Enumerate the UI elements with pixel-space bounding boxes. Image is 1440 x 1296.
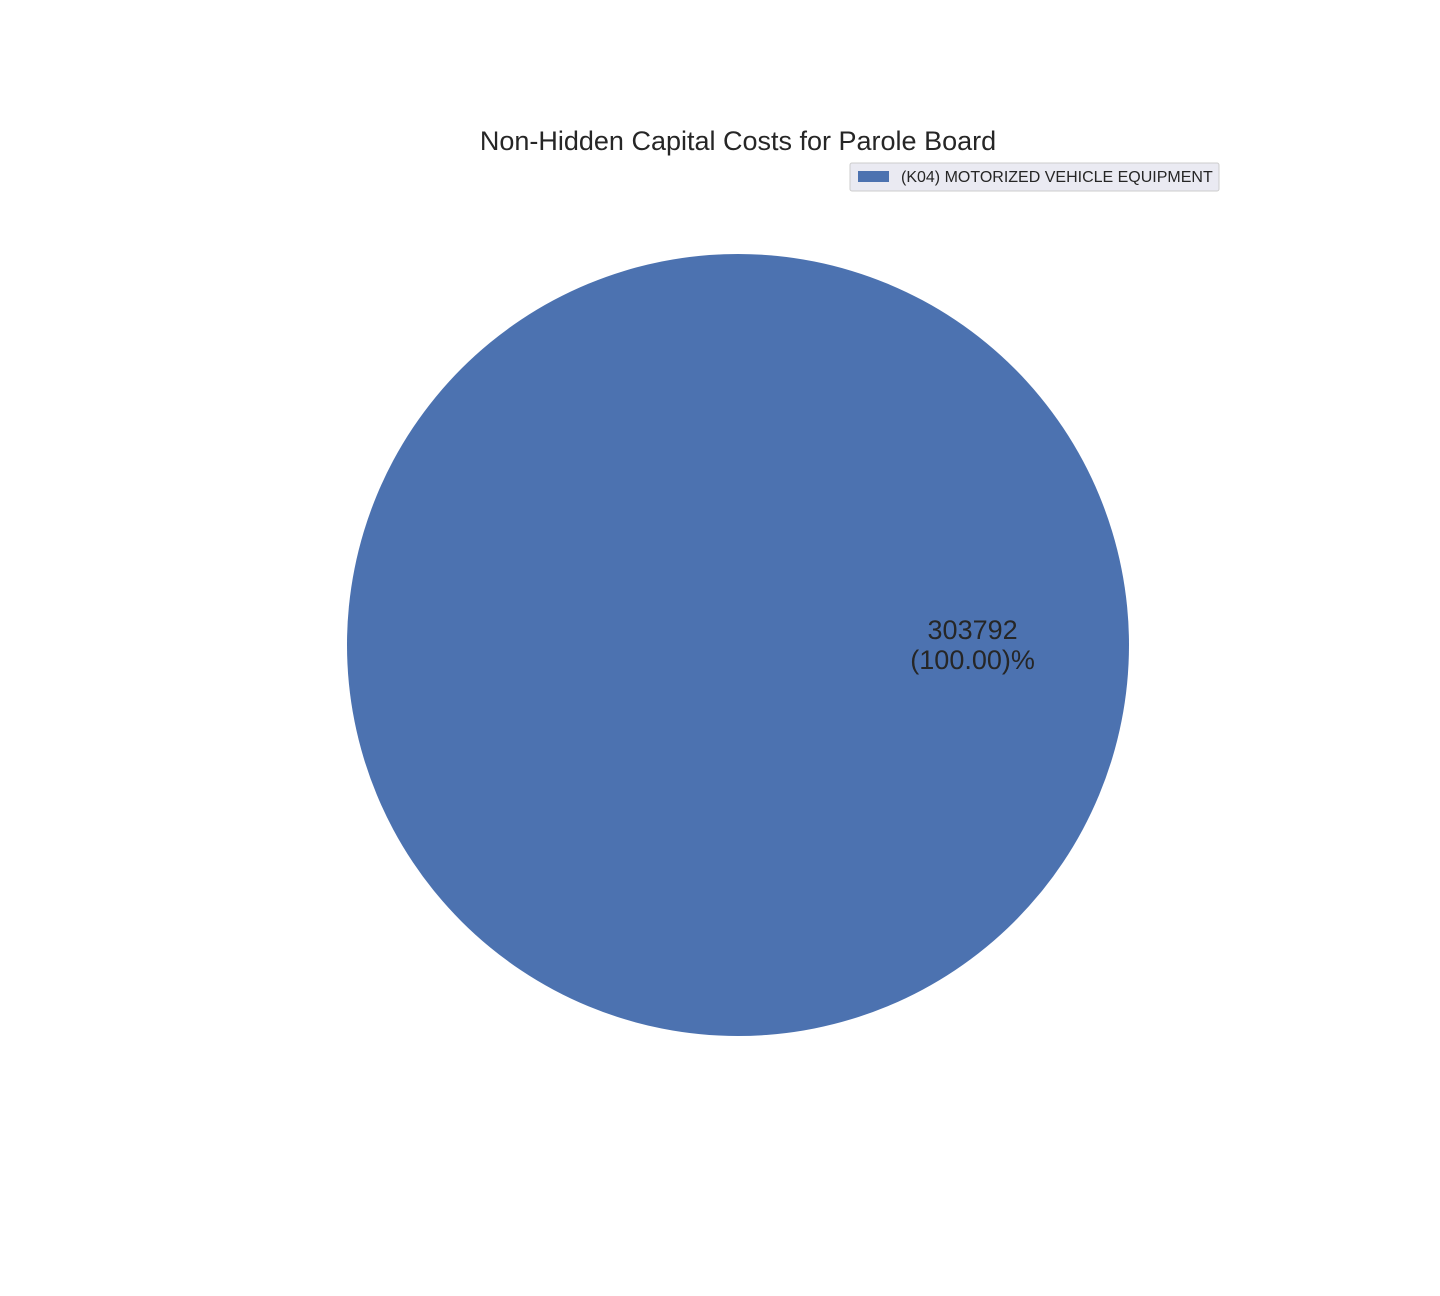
legend-frame <box>849 162 1220 192</box>
legend: (K04) MOTORIZED VEHICLE EQUIPMENT <box>849 162 1220 192</box>
pie-slices <box>347 254 1129 1036</box>
pie-slice-label: 303792 (100.00)% <box>910 615 1035 675</box>
legend-swatch <box>858 171 889 182</box>
pie-slice <box>347 254 1129 1036</box>
slice-percent-text: (100.00)% <box>910 645 1035 675</box>
pie-slice-labels: 303792 (100.00)% <box>910 615 1035 675</box>
slice-value-text: 303792 <box>928 615 1018 645</box>
chart-title: Non-Hidden Capital Costs for Parole Boar… <box>480 126 996 156</box>
legend-label: (K04) MOTORIZED VEHICLE EQUIPMENT <box>901 169 1213 186</box>
